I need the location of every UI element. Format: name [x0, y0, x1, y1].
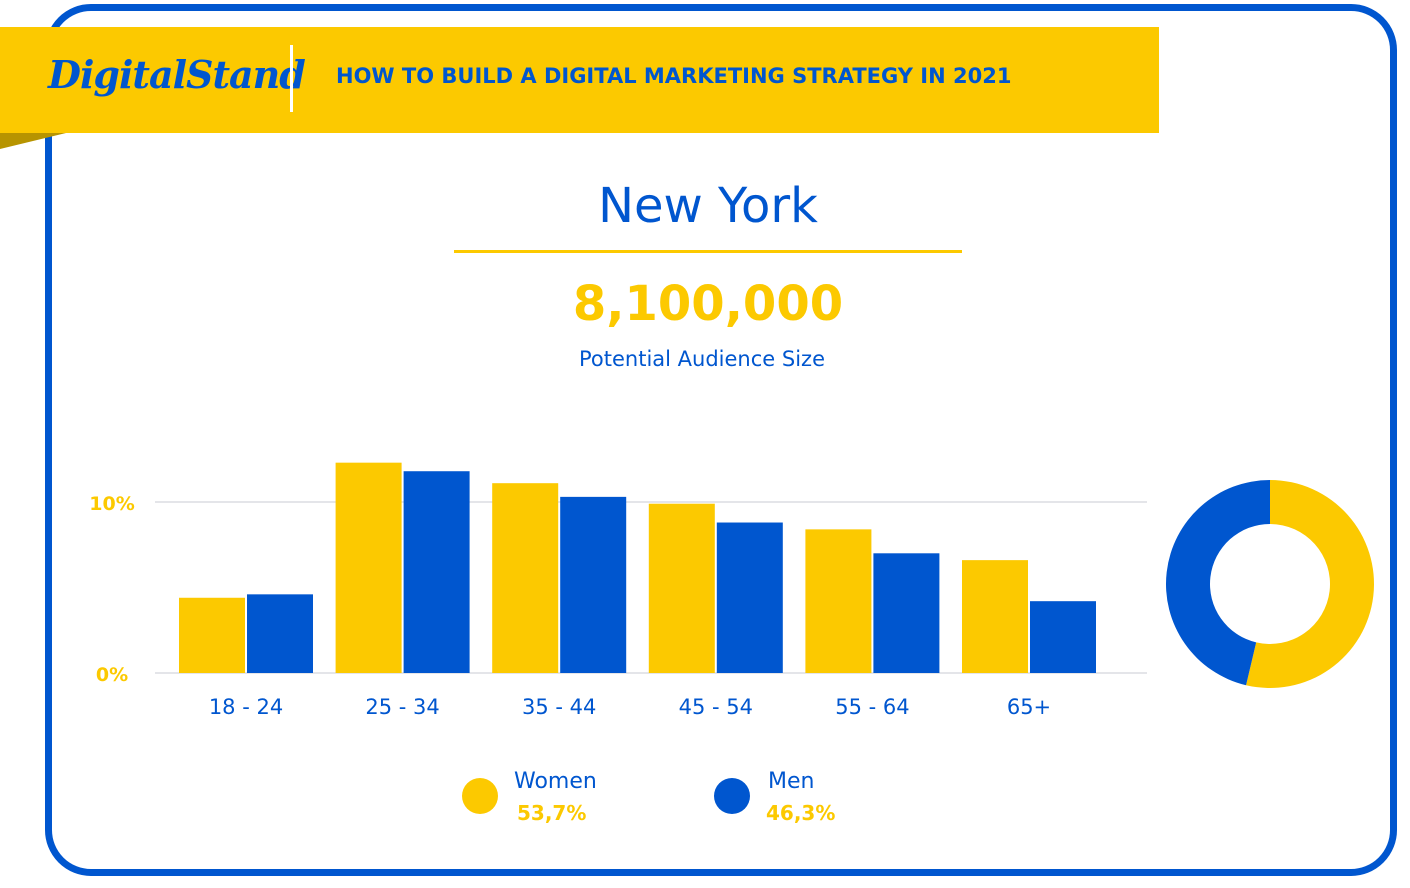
x-tick-label: 35 - 44	[522, 695, 596, 719]
bar-women	[648, 503, 715, 673]
audience-size-value: 8,100,000	[572, 276, 844, 332]
city-title: New York	[598, 178, 818, 234]
legend-women-label: Women	[514, 769, 597, 794]
donut-slice-women	[1246, 480, 1374, 688]
legend-men-label: Men	[768, 769, 815, 794]
bar-men	[560, 496, 627, 673]
brand-logo: DigitalStand	[48, 52, 306, 97]
city-underline	[454, 250, 962, 253]
bar-women	[492, 483, 559, 673]
legend-men-swatch	[714, 778, 750, 814]
bar-men	[247, 594, 313, 673]
bar-women	[179, 597, 245, 673]
donut-slice-men	[1165, 480, 1270, 686]
x-tick-label: 55 - 64	[835, 695, 909, 719]
header-banner	[0, 27, 1159, 133]
bar-men	[873, 553, 940, 673]
header-divider	[290, 45, 293, 112]
x-tick-label: 25 - 34	[365, 695, 439, 719]
bar-men	[716, 522, 783, 673]
header-banner-fold	[0, 133, 66, 149]
y-tick-label: 10%	[89, 493, 134, 515]
legend-women-swatch	[462, 778, 498, 814]
legend-men-share: 46,3%	[766, 801, 836, 825]
y-tick-label: 0%	[96, 664, 128, 686]
header-title: HOW TO BUILD A DIGITAL MARKETING STRATEG…	[336, 64, 1012, 88]
bar-women	[335, 462, 402, 673]
bar-men	[403, 471, 470, 673]
legend-women-share: 53,7%	[517, 801, 587, 825]
audience-size-label: Potential Audience Size	[579, 347, 825, 371]
x-tick-label: 18 - 24	[209, 695, 283, 719]
bar-men	[1030, 601, 1096, 673]
content-frame	[45, 4, 1397, 876]
x-tick-label: 45 - 54	[679, 695, 753, 719]
bar-women	[962, 560, 1028, 673]
x-tick-label: 65+	[1007, 695, 1051, 719]
bar-women	[805, 529, 872, 673]
